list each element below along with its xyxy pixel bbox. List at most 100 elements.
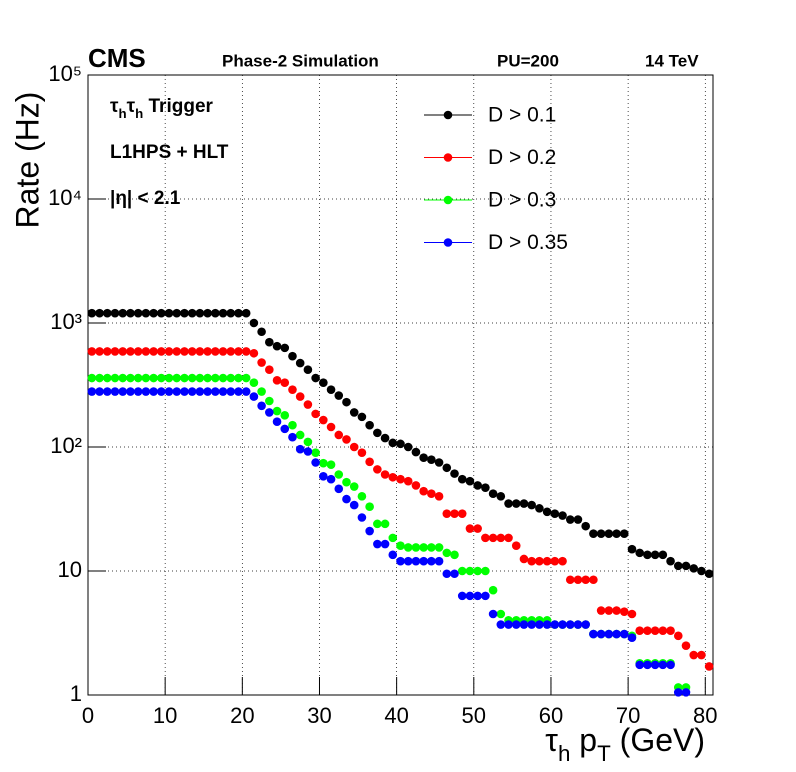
data-point xyxy=(558,511,567,520)
data-point xyxy=(450,569,459,579)
data-point xyxy=(419,486,428,496)
data-point xyxy=(450,509,459,518)
data-point xyxy=(187,373,197,383)
data-point xyxy=(419,453,428,462)
x-tick-label: 20 xyxy=(230,703,254,728)
data-point xyxy=(411,481,421,490)
data-point xyxy=(627,609,637,619)
data-point xyxy=(180,347,189,356)
x-axis-label-part: h xyxy=(558,741,570,766)
data-point xyxy=(565,575,575,585)
data-point xyxy=(203,347,212,356)
data-point xyxy=(650,550,660,560)
data-point xyxy=(465,566,475,576)
data-point xyxy=(241,387,251,396)
data-point xyxy=(511,541,521,550)
data-point xyxy=(373,539,382,549)
data-point xyxy=(403,476,413,486)
x-tick-label: 60 xyxy=(539,703,563,728)
data-point xyxy=(311,373,320,383)
data-point xyxy=(496,620,506,629)
data-point xyxy=(396,439,405,449)
data-point xyxy=(257,387,266,396)
data-point xyxy=(157,308,166,318)
data-point xyxy=(226,373,236,383)
annotation: |η| < 2.1 xyxy=(110,188,181,209)
data-point xyxy=(658,660,668,670)
data-point xyxy=(627,633,637,642)
data-point xyxy=(635,548,644,558)
data-point xyxy=(411,447,421,457)
legend-marker xyxy=(443,110,453,120)
annotation: L1HPS + HLT xyxy=(110,142,229,163)
data-point xyxy=(211,373,220,383)
data-point xyxy=(203,308,212,318)
data-point xyxy=(218,387,228,396)
data-point xyxy=(118,387,128,396)
data-point xyxy=(388,550,398,560)
data-point xyxy=(195,387,205,396)
data-point xyxy=(172,387,182,396)
data-point xyxy=(164,308,174,318)
data-point xyxy=(488,609,498,619)
data-point xyxy=(211,347,220,356)
annotation-part: τ xyxy=(110,96,119,117)
legend-marker xyxy=(443,153,453,162)
annotation: τhτh Trigger xyxy=(110,96,214,121)
data-point xyxy=(280,343,290,353)
data-point xyxy=(481,483,490,492)
data-point xyxy=(504,533,513,543)
header-label: Phase-2 Simulation xyxy=(222,51,379,70)
data-point xyxy=(527,620,536,629)
data-point xyxy=(303,400,313,409)
data-point xyxy=(211,387,220,396)
data-point xyxy=(319,472,328,481)
data-point xyxy=(326,460,336,469)
data-point xyxy=(481,566,490,576)
data-point xyxy=(303,365,313,375)
data-point xyxy=(596,606,606,615)
data-point xyxy=(612,529,621,538)
legend-label: D > 0.3 xyxy=(488,189,556,212)
data-point xyxy=(141,347,151,356)
data-point xyxy=(488,585,498,595)
x-axis-label-part: τ xyxy=(545,722,558,758)
data-point xyxy=(496,492,506,501)
data-point xyxy=(481,591,490,601)
data-point xyxy=(388,438,398,448)
data-point xyxy=(280,411,290,420)
data-point xyxy=(581,521,590,531)
header-label: 14 TeV xyxy=(645,51,699,70)
data-point xyxy=(442,463,452,473)
data-point xyxy=(272,417,282,426)
series xyxy=(87,347,714,671)
data-point xyxy=(334,484,344,494)
data-point xyxy=(496,533,506,543)
data-point xyxy=(326,422,336,432)
data-point xyxy=(396,474,405,484)
data-point xyxy=(365,502,374,512)
data-point xyxy=(349,482,359,491)
data-point xyxy=(434,492,444,501)
data-point xyxy=(110,373,120,383)
data-point xyxy=(573,515,583,524)
data-point xyxy=(697,566,706,576)
data-point xyxy=(550,556,560,566)
data-point xyxy=(265,408,274,417)
data-point xyxy=(473,566,482,576)
x-axis-label: τh pT (GeV) xyxy=(545,722,705,766)
data-point xyxy=(473,481,482,490)
data-point xyxy=(95,308,104,318)
data-point xyxy=(203,373,212,383)
data-point xyxy=(396,556,405,566)
data-point xyxy=(172,373,182,383)
data-point xyxy=(334,430,344,440)
data-point xyxy=(357,448,367,457)
data-point xyxy=(465,524,475,533)
data-point xyxy=(303,447,313,456)
data-point xyxy=(427,543,436,552)
data-point xyxy=(380,433,390,443)
data-point xyxy=(234,347,243,356)
data-point xyxy=(457,566,467,576)
